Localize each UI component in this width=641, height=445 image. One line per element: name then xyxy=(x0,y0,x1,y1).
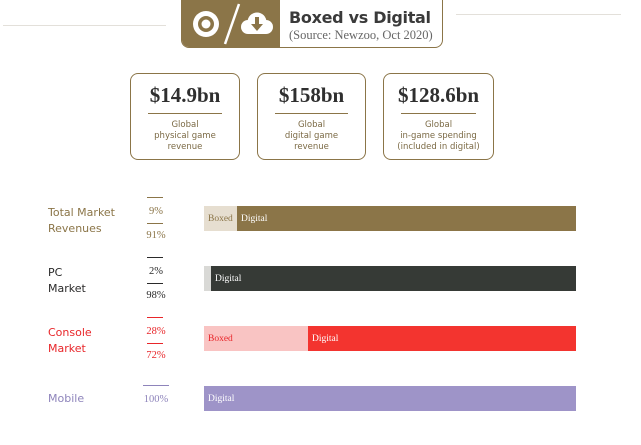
stacked-bar: Boxed Digital xyxy=(204,206,576,231)
category-label-line: PC xyxy=(48,266,63,279)
category-label-line: Mobile xyxy=(48,392,85,405)
category-label: Console Market xyxy=(48,325,92,357)
digital-percent: 98% xyxy=(146,290,166,301)
stat-divider xyxy=(148,113,222,114)
stat-caption-line: revenue xyxy=(294,142,329,152)
boxed-percent: 9% xyxy=(149,206,163,217)
category-label: Total Market Revenues xyxy=(48,205,115,237)
category-label-line: Total Market xyxy=(48,206,115,219)
stat-caption-line: (included in digital) xyxy=(397,142,480,152)
boxed-percent: 2% xyxy=(149,266,163,277)
page-title: Boxed vs Digital xyxy=(289,8,431,27)
stat-caption-line: Global xyxy=(171,120,199,130)
stat-caption-line: revenue xyxy=(167,142,203,152)
header-icons xyxy=(182,0,280,47)
digital-segment: Digital xyxy=(237,206,576,231)
source-subtitle: (Source: Newzoo, Oct 2020) xyxy=(289,28,433,42)
stat-caption-line: in-game spending xyxy=(400,131,477,141)
category-label: PC Market xyxy=(48,265,86,297)
stacked-bar: Digital xyxy=(204,266,576,291)
pct-divider xyxy=(147,257,163,258)
digital-segment: Digital xyxy=(211,266,576,291)
digital-segment: Digital xyxy=(308,326,576,351)
slash-divider xyxy=(223,3,241,45)
pct-divider xyxy=(147,197,163,198)
category-label-line: Console xyxy=(48,326,92,339)
stacked-bar: Digital xyxy=(204,386,576,411)
pct-divider xyxy=(147,343,163,344)
disc-icon xyxy=(193,11,219,37)
stat-value: $128.6bn xyxy=(397,83,480,107)
pct-divider xyxy=(147,283,163,284)
cloud-download-icon xyxy=(241,12,273,34)
category-label-line: Market xyxy=(48,342,86,355)
stat-card-physical: $14.9bn Global physical game revenue xyxy=(130,73,240,160)
header-banner: Boxed vs Digital (Source: Newzoo, Oct 20… xyxy=(181,0,443,48)
stacked-bar: Boxed Digital xyxy=(204,326,576,351)
stat-caption-line: Global xyxy=(297,120,326,130)
digital-percent: 91% xyxy=(146,230,166,241)
stat-card-in-game: $128.6bn Global in-game spending (includ… xyxy=(383,73,494,160)
pct-divider xyxy=(143,385,169,386)
stat-caption-line: physical game xyxy=(154,131,216,141)
category-label-line: Revenues xyxy=(48,222,102,235)
boxed-percent: 28% xyxy=(146,326,166,337)
right-divider xyxy=(456,14,621,15)
pct-divider xyxy=(147,223,163,224)
digital-percent: 72% xyxy=(146,350,166,361)
category-label: Mobile xyxy=(48,391,84,407)
stat-value: $14.9bn xyxy=(149,83,221,107)
stat-value: $158bn xyxy=(278,83,345,107)
stat-caption-line: digital game xyxy=(284,131,339,141)
stat-divider xyxy=(275,113,348,114)
stat-card-digital: $158bn Global digital game revenue xyxy=(257,73,366,160)
boxed-segment: Boxed xyxy=(204,206,237,231)
pct-divider xyxy=(147,317,163,318)
category-label-line: Market xyxy=(48,282,86,295)
digital-segment: Digital xyxy=(204,386,576,411)
stat-divider xyxy=(401,113,476,114)
boxed-segment xyxy=(204,266,211,291)
stat-caption-line: Global xyxy=(424,120,453,130)
boxed-segment: Boxed xyxy=(204,326,308,351)
digital-percent: 100% xyxy=(143,394,169,405)
left-divider xyxy=(3,25,166,26)
